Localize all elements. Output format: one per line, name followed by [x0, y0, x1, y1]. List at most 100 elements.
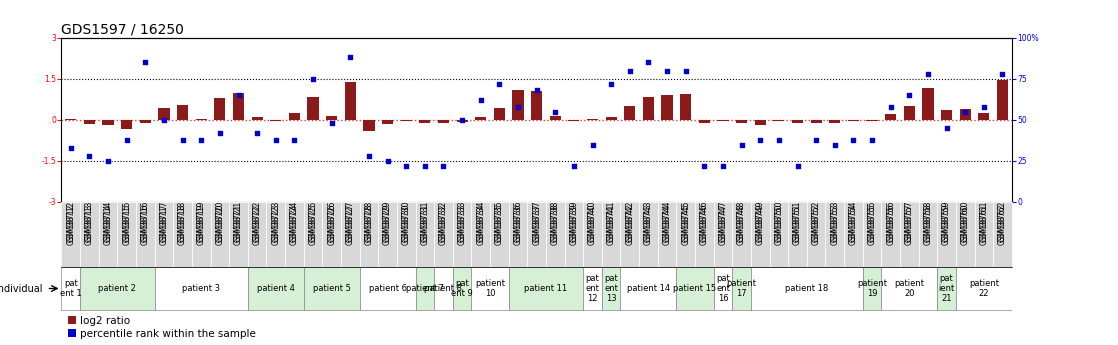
FancyBboxPatch shape: [378, 202, 397, 266]
Bar: [866, 120, 878, 121]
Bar: [215, 98, 226, 120]
Text: GSM38712: GSM38712: [66, 204, 75, 245]
Text: GSM38728: GSM38728: [364, 204, 373, 245]
Point: [751, 137, 769, 142]
Bar: [400, 120, 411, 121]
Point: [603, 81, 620, 87]
Text: GSM38756: GSM38756: [887, 204, 896, 245]
Text: GSM38734: GSM38734: [476, 204, 485, 245]
Text: pat
ent
16: pat ent 16: [716, 274, 730, 303]
Point: [714, 163, 732, 169]
FancyBboxPatch shape: [751, 267, 863, 309]
Bar: [65, 119, 76, 120]
Point: [173, 137, 191, 142]
FancyBboxPatch shape: [341, 202, 360, 266]
Point: [435, 163, 453, 169]
Point: [192, 137, 210, 142]
FancyBboxPatch shape: [304, 267, 360, 309]
Point: [323, 120, 341, 126]
Point: [211, 130, 229, 136]
FancyBboxPatch shape: [397, 202, 416, 266]
Text: patient 14: patient 14: [627, 284, 670, 293]
Text: patient 3: patient 3: [182, 284, 220, 293]
Point: [639, 60, 657, 65]
Bar: [699, 120, 710, 122]
FancyBboxPatch shape: [173, 202, 192, 266]
Point: [509, 104, 527, 109]
Text: patient 2: patient 2: [98, 284, 136, 293]
FancyBboxPatch shape: [304, 202, 322, 266]
Point: [807, 137, 825, 142]
Bar: [792, 120, 803, 123]
Text: individual: individual: [0, 284, 42, 294]
Bar: [363, 120, 375, 131]
Bar: [271, 120, 282, 121]
FancyBboxPatch shape: [807, 202, 825, 266]
Text: GSM38727: GSM38727: [345, 204, 354, 245]
Text: GSM38742: GSM38742: [625, 204, 634, 245]
Text: GSM38748: GSM38748: [737, 204, 746, 245]
Point: [975, 104, 993, 109]
Bar: [140, 120, 151, 123]
Text: GSM38729: GSM38729: [383, 204, 392, 245]
Bar: [978, 113, 989, 120]
FancyBboxPatch shape: [490, 202, 509, 266]
Text: GSM38731: GSM38731: [420, 204, 429, 245]
Text: GSM38757: GSM38757: [904, 204, 913, 245]
FancyBboxPatch shape: [80, 202, 98, 266]
Text: GSM38725: GSM38725: [309, 204, 318, 245]
Text: GSM38726: GSM38726: [328, 204, 337, 245]
Bar: [419, 120, 430, 123]
FancyBboxPatch shape: [937, 267, 956, 309]
Text: GSM38762: GSM38762: [998, 204, 1007, 245]
Bar: [121, 120, 132, 129]
Text: GSM38758: GSM38758: [923, 204, 932, 245]
Bar: [662, 95, 673, 120]
Text: patient 7: patient 7: [406, 284, 444, 293]
Text: GSM38740: GSM38740: [588, 204, 597, 245]
FancyBboxPatch shape: [472, 267, 509, 309]
Point: [472, 97, 490, 103]
Bar: [643, 97, 654, 120]
FancyBboxPatch shape: [61, 267, 80, 309]
FancyBboxPatch shape: [509, 202, 528, 266]
Point: [416, 163, 434, 169]
Bar: [755, 120, 766, 125]
Bar: [475, 117, 486, 120]
FancyBboxPatch shape: [154, 202, 173, 266]
Text: pat
ent
12: pat ent 12: [586, 274, 599, 303]
Point: [882, 104, 900, 109]
Bar: [233, 92, 244, 120]
Bar: [252, 117, 263, 120]
Point: [732, 142, 750, 147]
Bar: [941, 110, 953, 120]
Text: GSM38715: GSM38715: [122, 204, 131, 245]
FancyBboxPatch shape: [136, 202, 154, 266]
Point: [61, 145, 79, 150]
Point: [956, 109, 974, 115]
Text: GSM38750: GSM38750: [775, 204, 784, 245]
Bar: [847, 120, 859, 121]
Text: GSM38733: GSM38733: [457, 204, 466, 245]
FancyBboxPatch shape: [434, 202, 453, 266]
Point: [397, 163, 415, 169]
Text: GSM38741: GSM38741: [607, 204, 616, 245]
Text: GSM38738: GSM38738: [551, 204, 560, 245]
Point: [565, 163, 582, 169]
Bar: [885, 115, 897, 120]
FancyBboxPatch shape: [528, 202, 546, 266]
FancyBboxPatch shape: [620, 267, 676, 309]
Text: patient 15: patient 15: [673, 284, 717, 293]
FancyBboxPatch shape: [248, 202, 266, 266]
FancyBboxPatch shape: [360, 202, 378, 266]
Bar: [922, 88, 934, 120]
Text: GSM38730: GSM38730: [401, 204, 410, 245]
Point: [360, 153, 378, 159]
FancyBboxPatch shape: [863, 267, 881, 309]
Point: [267, 137, 285, 142]
Text: GSM38746: GSM38746: [700, 204, 709, 245]
Text: patient
22: patient 22: [969, 279, 998, 298]
Text: GSM38761: GSM38761: [979, 204, 988, 245]
FancyBboxPatch shape: [975, 202, 993, 266]
Text: GSM38749: GSM38749: [756, 204, 765, 245]
